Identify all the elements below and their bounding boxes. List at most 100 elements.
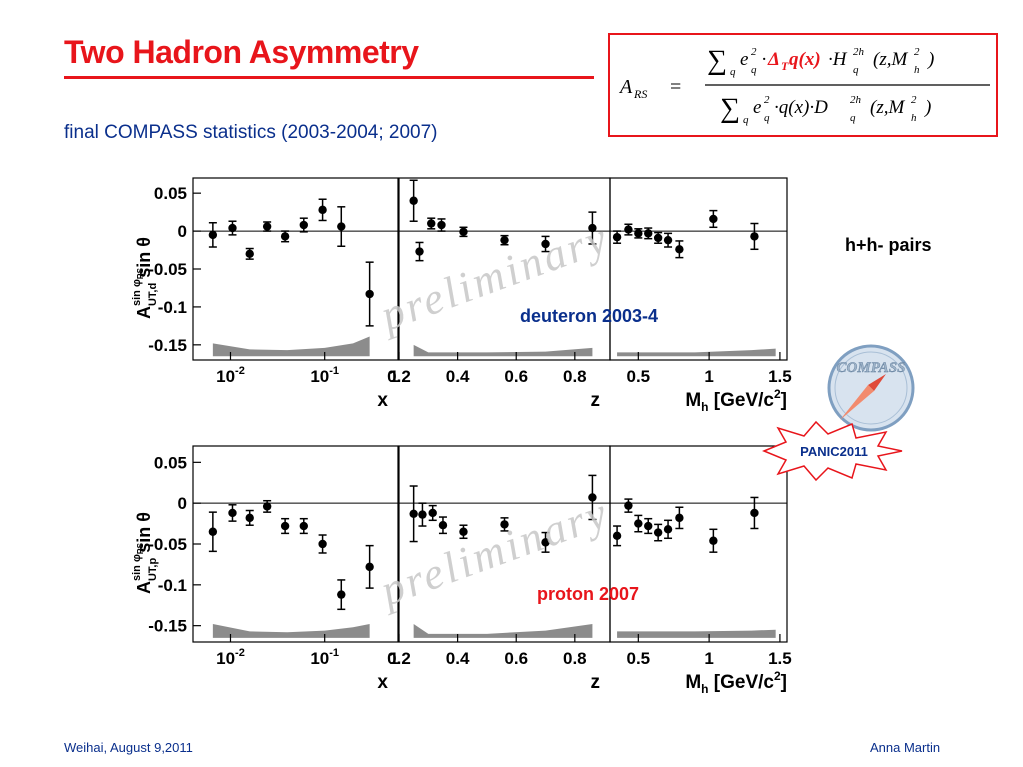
x-axis-label: x — [377, 390, 388, 411]
data-point — [418, 510, 427, 519]
slide-title: Two Hadron Asymmetry — [64, 34, 419, 70]
y-tick-label: -0.05 — [148, 260, 187, 279]
numerator-sum-index: q — [730, 66, 736, 78]
title-underline — [64, 76, 594, 79]
x-tick-label: 0.6 — [504, 367, 528, 386]
footer-location-date: Weihai, August 9,2011 — [64, 740, 193, 755]
data-point — [653, 233, 663, 243]
y-tick-label: 0 — [178, 494, 187, 513]
data-point — [280, 521, 290, 531]
data-point — [709, 536, 718, 545]
numerator-charge-index: q — [751, 64, 757, 76]
data-point — [318, 205, 327, 215]
denominator-charge: e — [753, 97, 761, 118]
numerator-ifff-power: 2h — [853, 46, 865, 58]
systematic-band — [413, 624, 593, 638]
data-point — [245, 249, 254, 259]
data-point — [337, 222, 346, 231]
data-point — [318, 539, 327, 549]
x-tick-label: 0.5 — [626, 367, 650, 386]
denominator-mass-index: h — [911, 112, 917, 124]
data-point — [365, 289, 374, 299]
x-tick-label: 1 — [704, 649, 713, 668]
denominator-sum-index: q — [743, 114, 749, 126]
numerator-dot: · — [761, 49, 767, 70]
numerator-delta: Δ — [767, 49, 780, 70]
data-point — [500, 520, 509, 529]
y-tick-label: 0 — [178, 222, 187, 241]
data-point — [262, 502, 272, 511]
denominator-dff-power: 2h — [850, 94, 862, 106]
panel-x: 10-2 10-1 1x — [192, 177, 399, 411]
panic-badge: PANIC2011 — [762, 420, 903, 482]
numerator-charge-power: 2 — [751, 46, 757, 58]
data-point — [299, 521, 308, 531]
data-point — [750, 232, 759, 241]
panel-z: 0.2 0.4 0.6 0.8z — [387, 177, 611, 411]
data-point — [245, 513, 254, 523]
denominator-mass-power: 2 — [911, 94, 917, 106]
x-tick-label: 0.2 — [387, 649, 411, 668]
data-point — [427, 219, 436, 228]
x-tick-label: 0.2 — [387, 367, 411, 386]
formula-lhs-sub: RS — [633, 87, 647, 101]
systematic-band — [617, 348, 776, 357]
panel-frame — [609, 177, 788, 361]
numerator-ifff: ·H — [828, 49, 848, 70]
numerator-close: ) — [927, 49, 934, 70]
data-point — [459, 227, 468, 237]
x-tick-label: 1 — [389, 367, 398, 386]
numerator-ifff-index: q — [853, 64, 859, 76]
data-point — [750, 508, 759, 518]
data-point — [663, 235, 673, 245]
data-point — [612, 531, 622, 541]
panel-frame — [609, 445, 788, 643]
formula-lhs: A — [618, 76, 633, 98]
data-point — [663, 525, 673, 534]
data-point — [644, 229, 653, 238]
y-tick-label: -0.15 — [148, 617, 187, 636]
data-point — [675, 513, 684, 523]
x-axis-label: x — [377, 672, 388, 693]
data-point — [624, 225, 633, 234]
systematic-band — [617, 629, 776, 638]
data-point — [228, 508, 237, 518]
data-point — [624, 501, 633, 510]
panel-frame — [192, 177, 399, 361]
systematic-band — [212, 624, 370, 638]
data-point — [228, 223, 237, 233]
data-point — [409, 509, 418, 518]
data-point — [541, 538, 550, 547]
panel-frame — [192, 445, 399, 643]
data-point — [262, 222, 272, 231]
data-point — [437, 220, 446, 230]
numerator-transversity: q(x) — [789, 49, 821, 70]
data-point — [500, 235, 509, 245]
chart-deuteron: 0.05 0 -0.05 -0.1 -0.15 Asin φRSUT,d sin θ 10-… — [131, 177, 792, 414]
data-point — [428, 508, 437, 518]
denominator-dff-index: q — [850, 112, 856, 124]
data-point — [709, 214, 718, 224]
formula-equals: = — [670, 76, 681, 98]
panel-x: 10-2 10-1 1x — [192, 445, 399, 693]
y-axis-label: Asin φRSUT,p sin θ — [131, 512, 159, 594]
numerator-mass-index: h — [914, 64, 920, 76]
x-tick-label: 0.5 — [626, 649, 650, 668]
data-point — [634, 229, 643, 238]
denominator-sum-symbol: ∑ — [720, 93, 740, 124]
data-point — [438, 521, 448, 530]
data-point — [208, 230, 218, 240]
x-tick-label: 1.5 — [768, 367, 792, 386]
data-point — [299, 220, 308, 230]
x-tick-label: 10-1 — [310, 647, 339, 668]
data-point — [365, 562, 374, 572]
x-tick-label: 1 — [704, 367, 713, 386]
x-axis-label: z — [591, 390, 601, 411]
deuteron-series-label: deuteron 2003-4 — [520, 306, 659, 326]
proton-series-label: proton 2007 — [537, 584, 640, 604]
data-point — [588, 493, 597, 502]
pairs-label: h+h- pairs — [845, 235, 932, 255]
data-point — [409, 196, 418, 205]
y-axis-label: Asin φRSUT,d sin θ — [131, 237, 159, 319]
